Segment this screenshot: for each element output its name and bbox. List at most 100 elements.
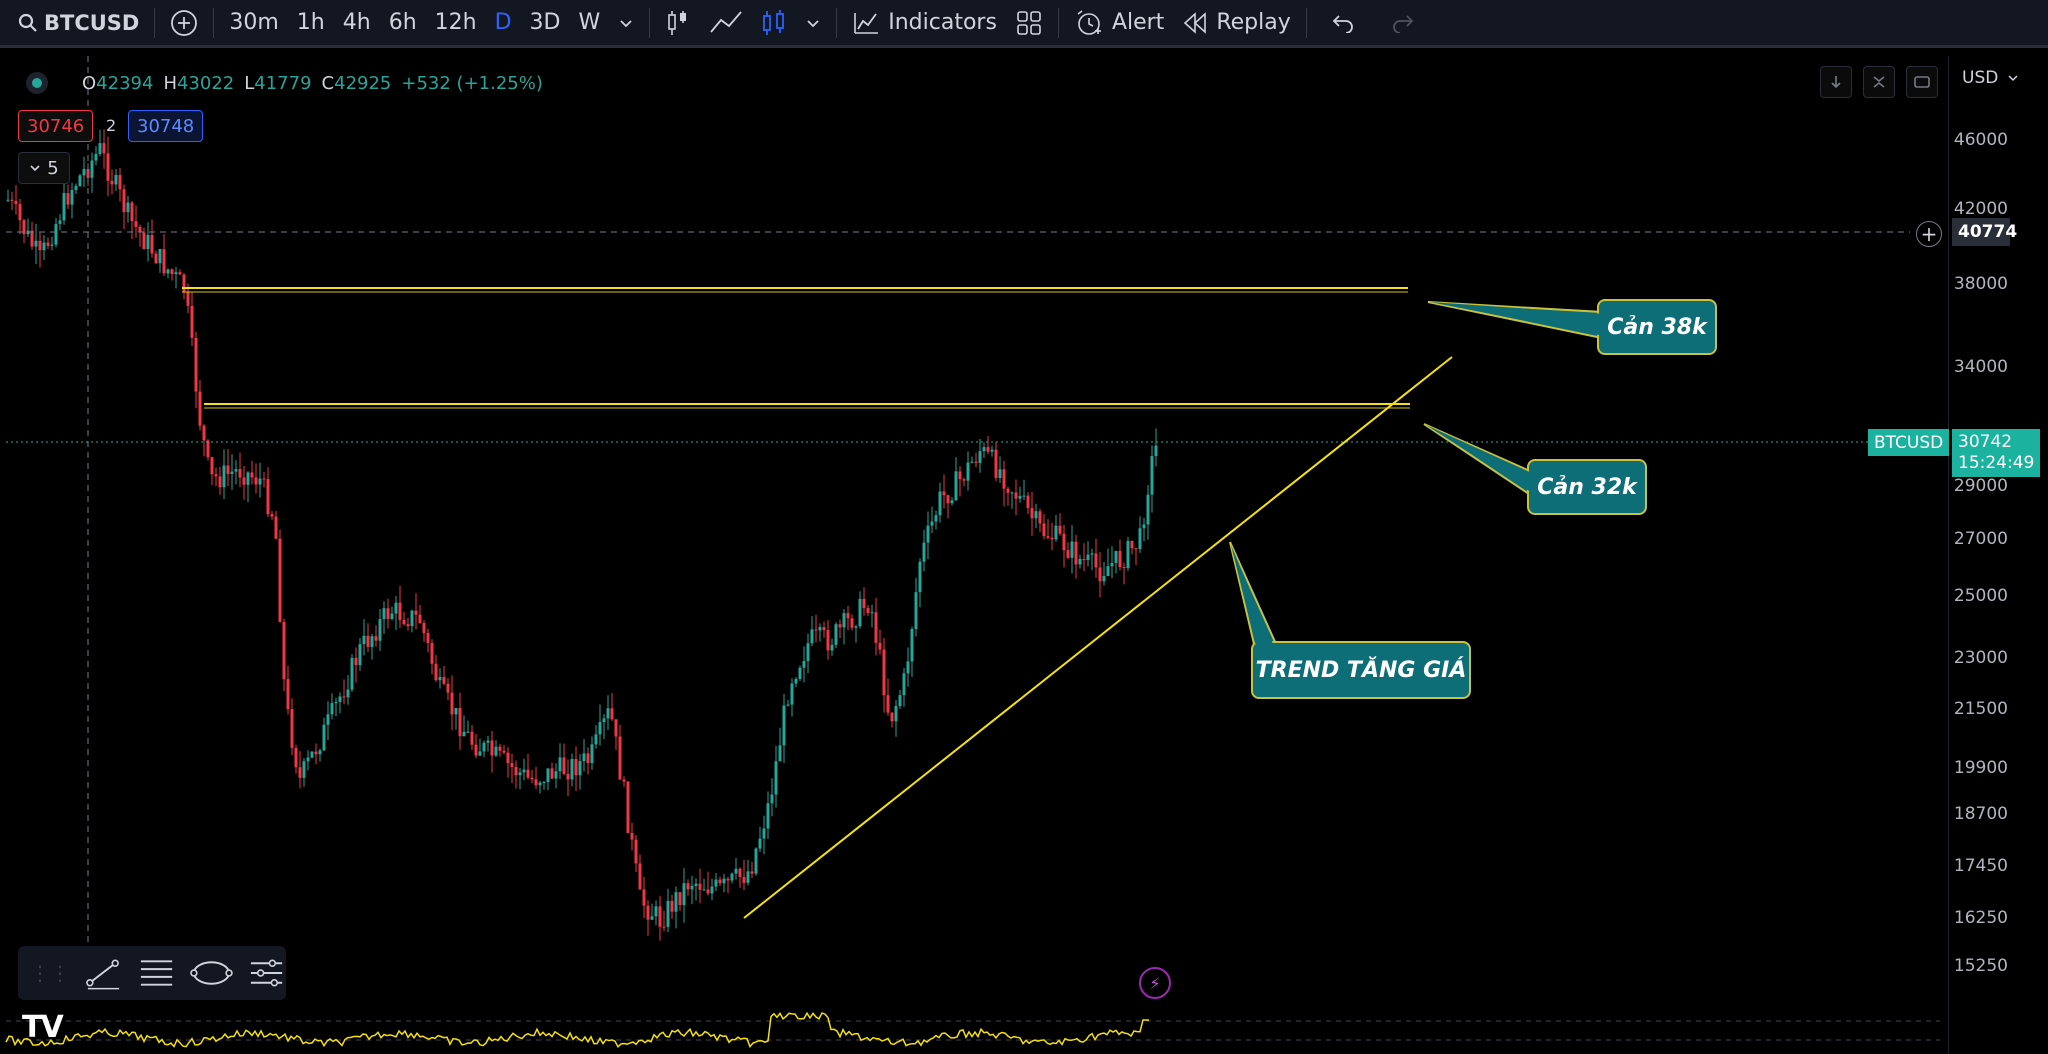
collapse-indicators-button[interactable]: 5 bbox=[18, 152, 70, 184]
chevron-down-icon bbox=[30, 165, 40, 172]
candle-body bbox=[1114, 550, 1118, 563]
candle-body bbox=[1006, 488, 1010, 493]
change-value: +532 (+1.25%) bbox=[401, 72, 543, 94]
interval-6h[interactable]: 6h bbox=[388, 10, 417, 35]
candle-body bbox=[578, 761, 582, 776]
candle-body bbox=[490, 740, 494, 756]
interval-w[interactable]: W bbox=[578, 10, 601, 35]
candle-body bbox=[174, 272, 178, 275]
drag-handle-icon[interactable]: ⋮⋮ bbox=[30, 961, 70, 985]
undo-button[interactable] bbox=[1313, 0, 1373, 47]
compare-symbol-button[interactable] bbox=[161, 0, 207, 47]
interval-d[interactable]: D bbox=[494, 10, 512, 35]
candle-body bbox=[446, 683, 450, 693]
replay-icon bbox=[1184, 11, 1207, 34]
candle-body bbox=[890, 712, 894, 722]
candle-body bbox=[982, 447, 986, 452]
candle-body bbox=[590, 744, 594, 764]
interval-dropdown[interactable] bbox=[609, 0, 643, 47]
candles-style-button[interactable] bbox=[752, 0, 796, 47]
candle-body bbox=[14, 200, 18, 205]
shape-tool-icon[interactable] bbox=[190, 955, 233, 991]
candle-body bbox=[146, 235, 150, 249]
candle-body bbox=[562, 757, 566, 774]
axis-tick: 21500 bbox=[1953, 699, 2008, 719]
candle-body bbox=[798, 667, 802, 679]
current-price-label: 30742 15:24:49 bbox=[1952, 429, 2040, 477]
buy-button[interactable]: 30748 bbox=[128, 110, 204, 142]
candle-body bbox=[294, 747, 298, 768]
close-key: C bbox=[321, 72, 335, 94]
redo-button[interactable] bbox=[1373, 0, 1433, 47]
interval-30m[interactable]: 30m bbox=[229, 10, 279, 35]
candle-body bbox=[402, 619, 406, 625]
candle-body bbox=[602, 718, 606, 723]
interval-1h[interactable]: 1h bbox=[296, 10, 325, 35]
candle-body bbox=[938, 491, 942, 516]
candle-body bbox=[1070, 541, 1074, 558]
symbol-name: BTCUSD bbox=[44, 10, 140, 35]
chart-style-dropdown[interactable] bbox=[796, 0, 830, 47]
candle-body bbox=[682, 883, 686, 906]
candle-body bbox=[126, 202, 130, 213]
flash-icon[interactable]: ⚡ bbox=[1139, 967, 1171, 999]
candle-body bbox=[210, 457, 214, 475]
price-axis[interactable]: 46000 42000 38000 34000 29000 27000 2500… bbox=[1948, 56, 2048, 1054]
candle-body bbox=[970, 461, 974, 463]
candle-body bbox=[106, 153, 110, 181]
candle-body bbox=[1050, 537, 1054, 540]
chart-pane[interactable] bbox=[6, 56, 1948, 1054]
fib-tool-icon[interactable] bbox=[137, 955, 176, 991]
alert-button[interactable]: Alert bbox=[1065, 0, 1173, 47]
replay-button[interactable]: Replay bbox=[1173, 0, 1299, 47]
candle-body bbox=[822, 627, 826, 631]
callout-label-38k[interactable]: Cản 38k bbox=[1607, 314, 1707, 340]
candle-body bbox=[814, 629, 818, 631]
candle-body bbox=[510, 763, 514, 767]
scroll-down-button[interactable] bbox=[1820, 66, 1852, 98]
toolbar-divider bbox=[836, 7, 838, 38]
candle-body bbox=[870, 612, 874, 614]
interval-3d[interactable]: 3D bbox=[529, 10, 561, 35]
replay-label: Replay bbox=[1216, 10, 1291, 35]
bar-style-button[interactable] bbox=[656, 0, 700, 47]
candle-body bbox=[130, 202, 134, 222]
interval-12h[interactable]: 12h bbox=[434, 10, 477, 35]
candle-body bbox=[974, 461, 978, 463]
candle-body bbox=[1110, 562, 1114, 567]
candle-body bbox=[626, 781, 630, 833]
candle-body bbox=[910, 628, 914, 662]
interval-4h[interactable]: 4h bbox=[342, 10, 371, 35]
candle-body bbox=[1026, 495, 1030, 509]
indicators-button[interactable]: Indicators bbox=[843, 0, 1006, 47]
add-alert-plus-icon[interactable]: + bbox=[1916, 221, 1942, 247]
candle-body bbox=[234, 469, 238, 472]
currency-selector[interactable]: USD bbox=[1962, 68, 2018, 88]
candle-body bbox=[470, 731, 474, 745]
candle-body bbox=[582, 753, 586, 762]
maximize-pane-button[interactable] bbox=[1906, 66, 1938, 98]
trend-line-tool-icon[interactable] bbox=[84, 955, 123, 991]
candle-body bbox=[526, 769, 530, 778]
line-style-button[interactable] bbox=[700, 0, 752, 47]
market-status-icon[interactable] bbox=[26, 72, 48, 94]
symbol-search-button[interactable]: BTCUSD bbox=[0, 0, 148, 47]
settings-sliders-icon[interactable] bbox=[247, 955, 286, 991]
candle-body bbox=[882, 649, 886, 696]
candle-body bbox=[422, 622, 426, 634]
candle-body bbox=[830, 644, 834, 651]
low-value: 41779 bbox=[254, 72, 312, 94]
sell-button[interactable]: 30746 bbox=[18, 110, 94, 142]
candle-body bbox=[38, 240, 42, 251]
candle-body bbox=[754, 848, 758, 874]
candle-body bbox=[30, 230, 34, 247]
collapse-pane-button[interactable] bbox=[1863, 66, 1895, 98]
candle-body bbox=[770, 794, 774, 804]
callout-label-uptrend[interactable]: TREND TĂNG GIÁ bbox=[1255, 657, 1467, 683]
candle-body bbox=[414, 610, 418, 615]
candle-body bbox=[678, 892, 682, 906]
callout-label-32k[interactable]: Cản 32k bbox=[1537, 474, 1637, 500]
candles-icon bbox=[763, 9, 785, 35]
layout-button[interactable] bbox=[1006, 0, 1052, 47]
